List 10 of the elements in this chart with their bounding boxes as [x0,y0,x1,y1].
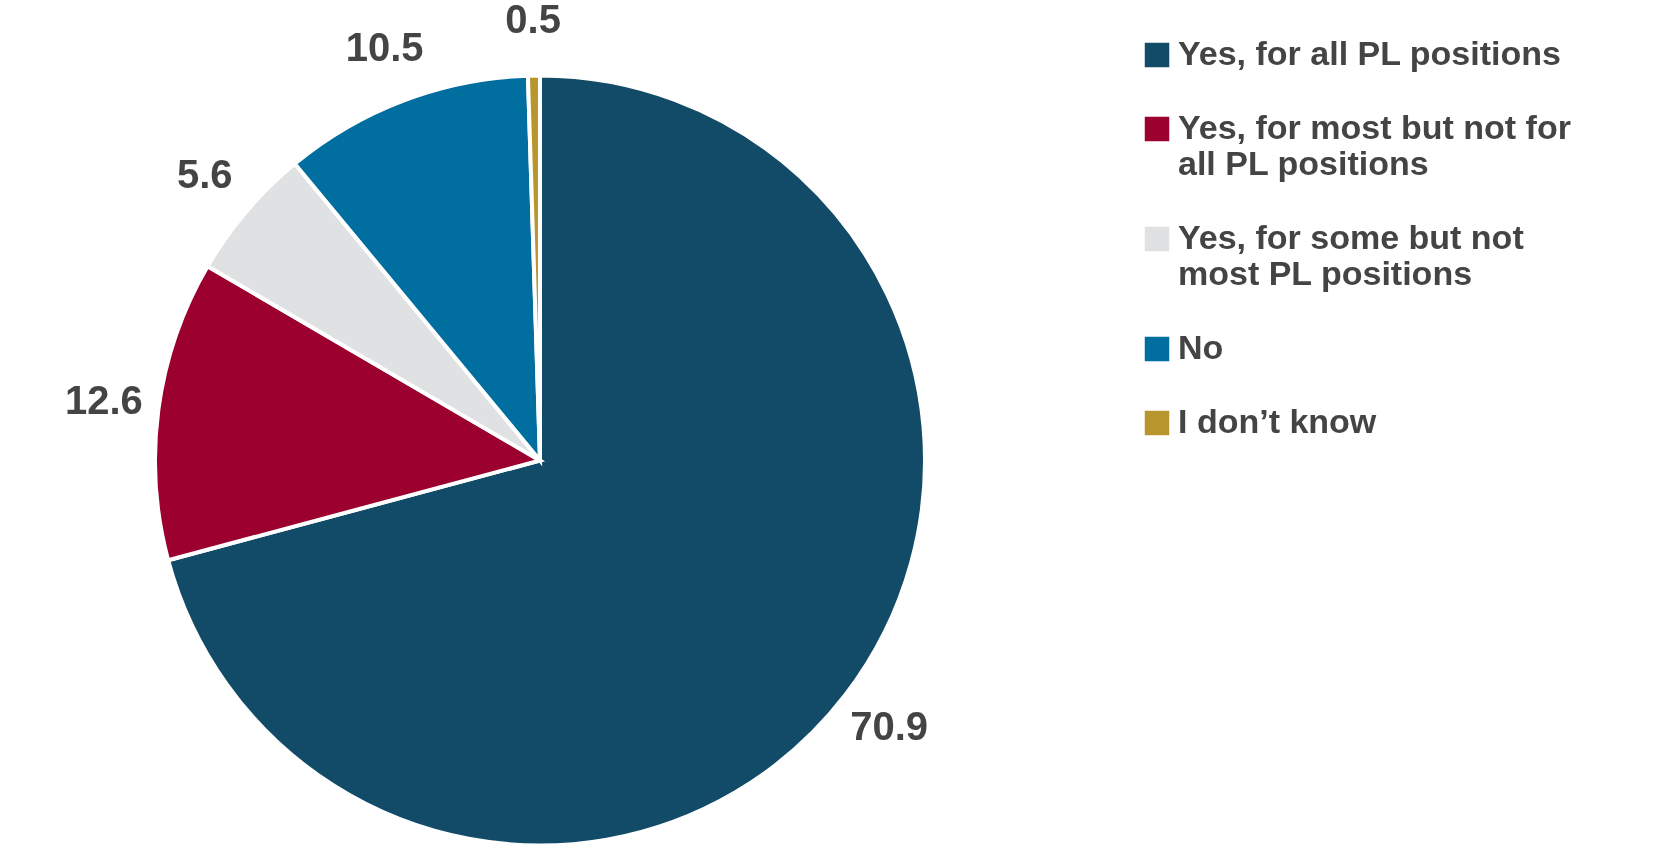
data-label: 12.6 [64,377,143,422]
legend-label: I don’t know [1178,402,1377,440]
legend-label: Yes, for some but not most PL positions [1178,218,1524,292]
legend-label: Yes, for most but not for all PL positions [1178,108,1571,182]
data-label: 70.9 [850,704,929,749]
legend-label: Yes, for all PL positions [1178,34,1561,72]
data-label: 10.5 [345,24,424,69]
data-label: 5.6 [176,151,233,196]
legend-label: No [1178,328,1224,366]
data-label: 0.5 [505,0,561,41]
